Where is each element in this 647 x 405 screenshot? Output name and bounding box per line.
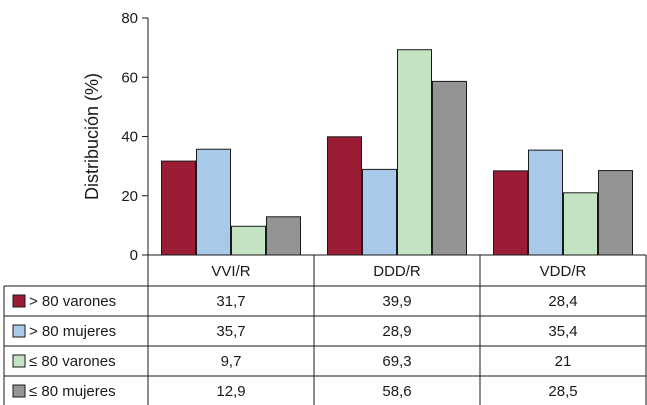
y-tick-label: 0 <box>130 247 138 264</box>
bar-4-ddd-r <box>432 80 467 256</box>
data-value-label: 39,9 <box>382 293 411 310</box>
legend-swatch <box>12 294 26 308</box>
data-value-label: 69,3 <box>382 353 411 370</box>
bar-4-vdd-r <box>598 170 633 256</box>
legend-series-name: ≤ 80 varones <box>29 353 116 370</box>
data-value-label: 58,6 <box>382 383 411 400</box>
category-label: VVI/R <box>211 263 250 280</box>
legend-series-name: > 80 varones <box>29 293 116 310</box>
bar-3-vdd-r <box>563 192 598 256</box>
chart-bars <box>161 49 633 256</box>
bar-2-vdd-r <box>528 149 563 256</box>
bar-3-vvi-r <box>231 225 266 256</box>
chart-axes: 0 20 40 60 80 Distribución (%) <box>82 10 149 264</box>
bar-2-vvi-r <box>196 148 231 256</box>
data-value-label: 12,9 <box>216 383 245 400</box>
data-value-label: 35,7 <box>216 323 245 340</box>
legend-swatch <box>12 354 26 368</box>
legend-series-name: > 80 mujeres <box>29 323 116 340</box>
y-tick-label: 60 <box>121 69 138 86</box>
y-tick-label: 20 <box>121 188 138 205</box>
bar-3-ddd-r <box>397 49 432 256</box>
legend-series-name: ≤ 80 mujeres <box>29 383 116 400</box>
bar-1-ddd-r <box>327 136 362 256</box>
y-tick-label: 40 <box>121 129 138 146</box>
data-value-label: 21 <box>555 353 572 370</box>
data-value-label: 28,4 <box>548 293 577 310</box>
y-tick-label: 80 <box>121 10 138 27</box>
bar-4-vvi-r <box>266 216 301 256</box>
data-table: VVI/R DDD/R VDD/R > 80 varones 31,7 39,9 28,4 >… <box>3 254 647 405</box>
data-value-label: 28,9 <box>382 323 411 340</box>
data-value-label: 28,5 <box>548 383 577 400</box>
legend-swatch <box>12 324 26 338</box>
y-axis-label: Distribución (%) <box>82 73 102 200</box>
data-value-label: 9,7 <box>221 353 242 370</box>
bar-1-vvi-r <box>161 160 196 256</box>
category-label: VDD/R <box>540 263 587 280</box>
data-value-label: 35,4 <box>548 323 577 340</box>
legend-swatch <box>12 384 26 398</box>
category-label: DDD/R <box>373 263 421 280</box>
bar-1-vdd-r <box>493 170 528 256</box>
data-value-label: 31,7 <box>216 293 245 310</box>
bar-2-ddd-r <box>362 168 397 256</box>
